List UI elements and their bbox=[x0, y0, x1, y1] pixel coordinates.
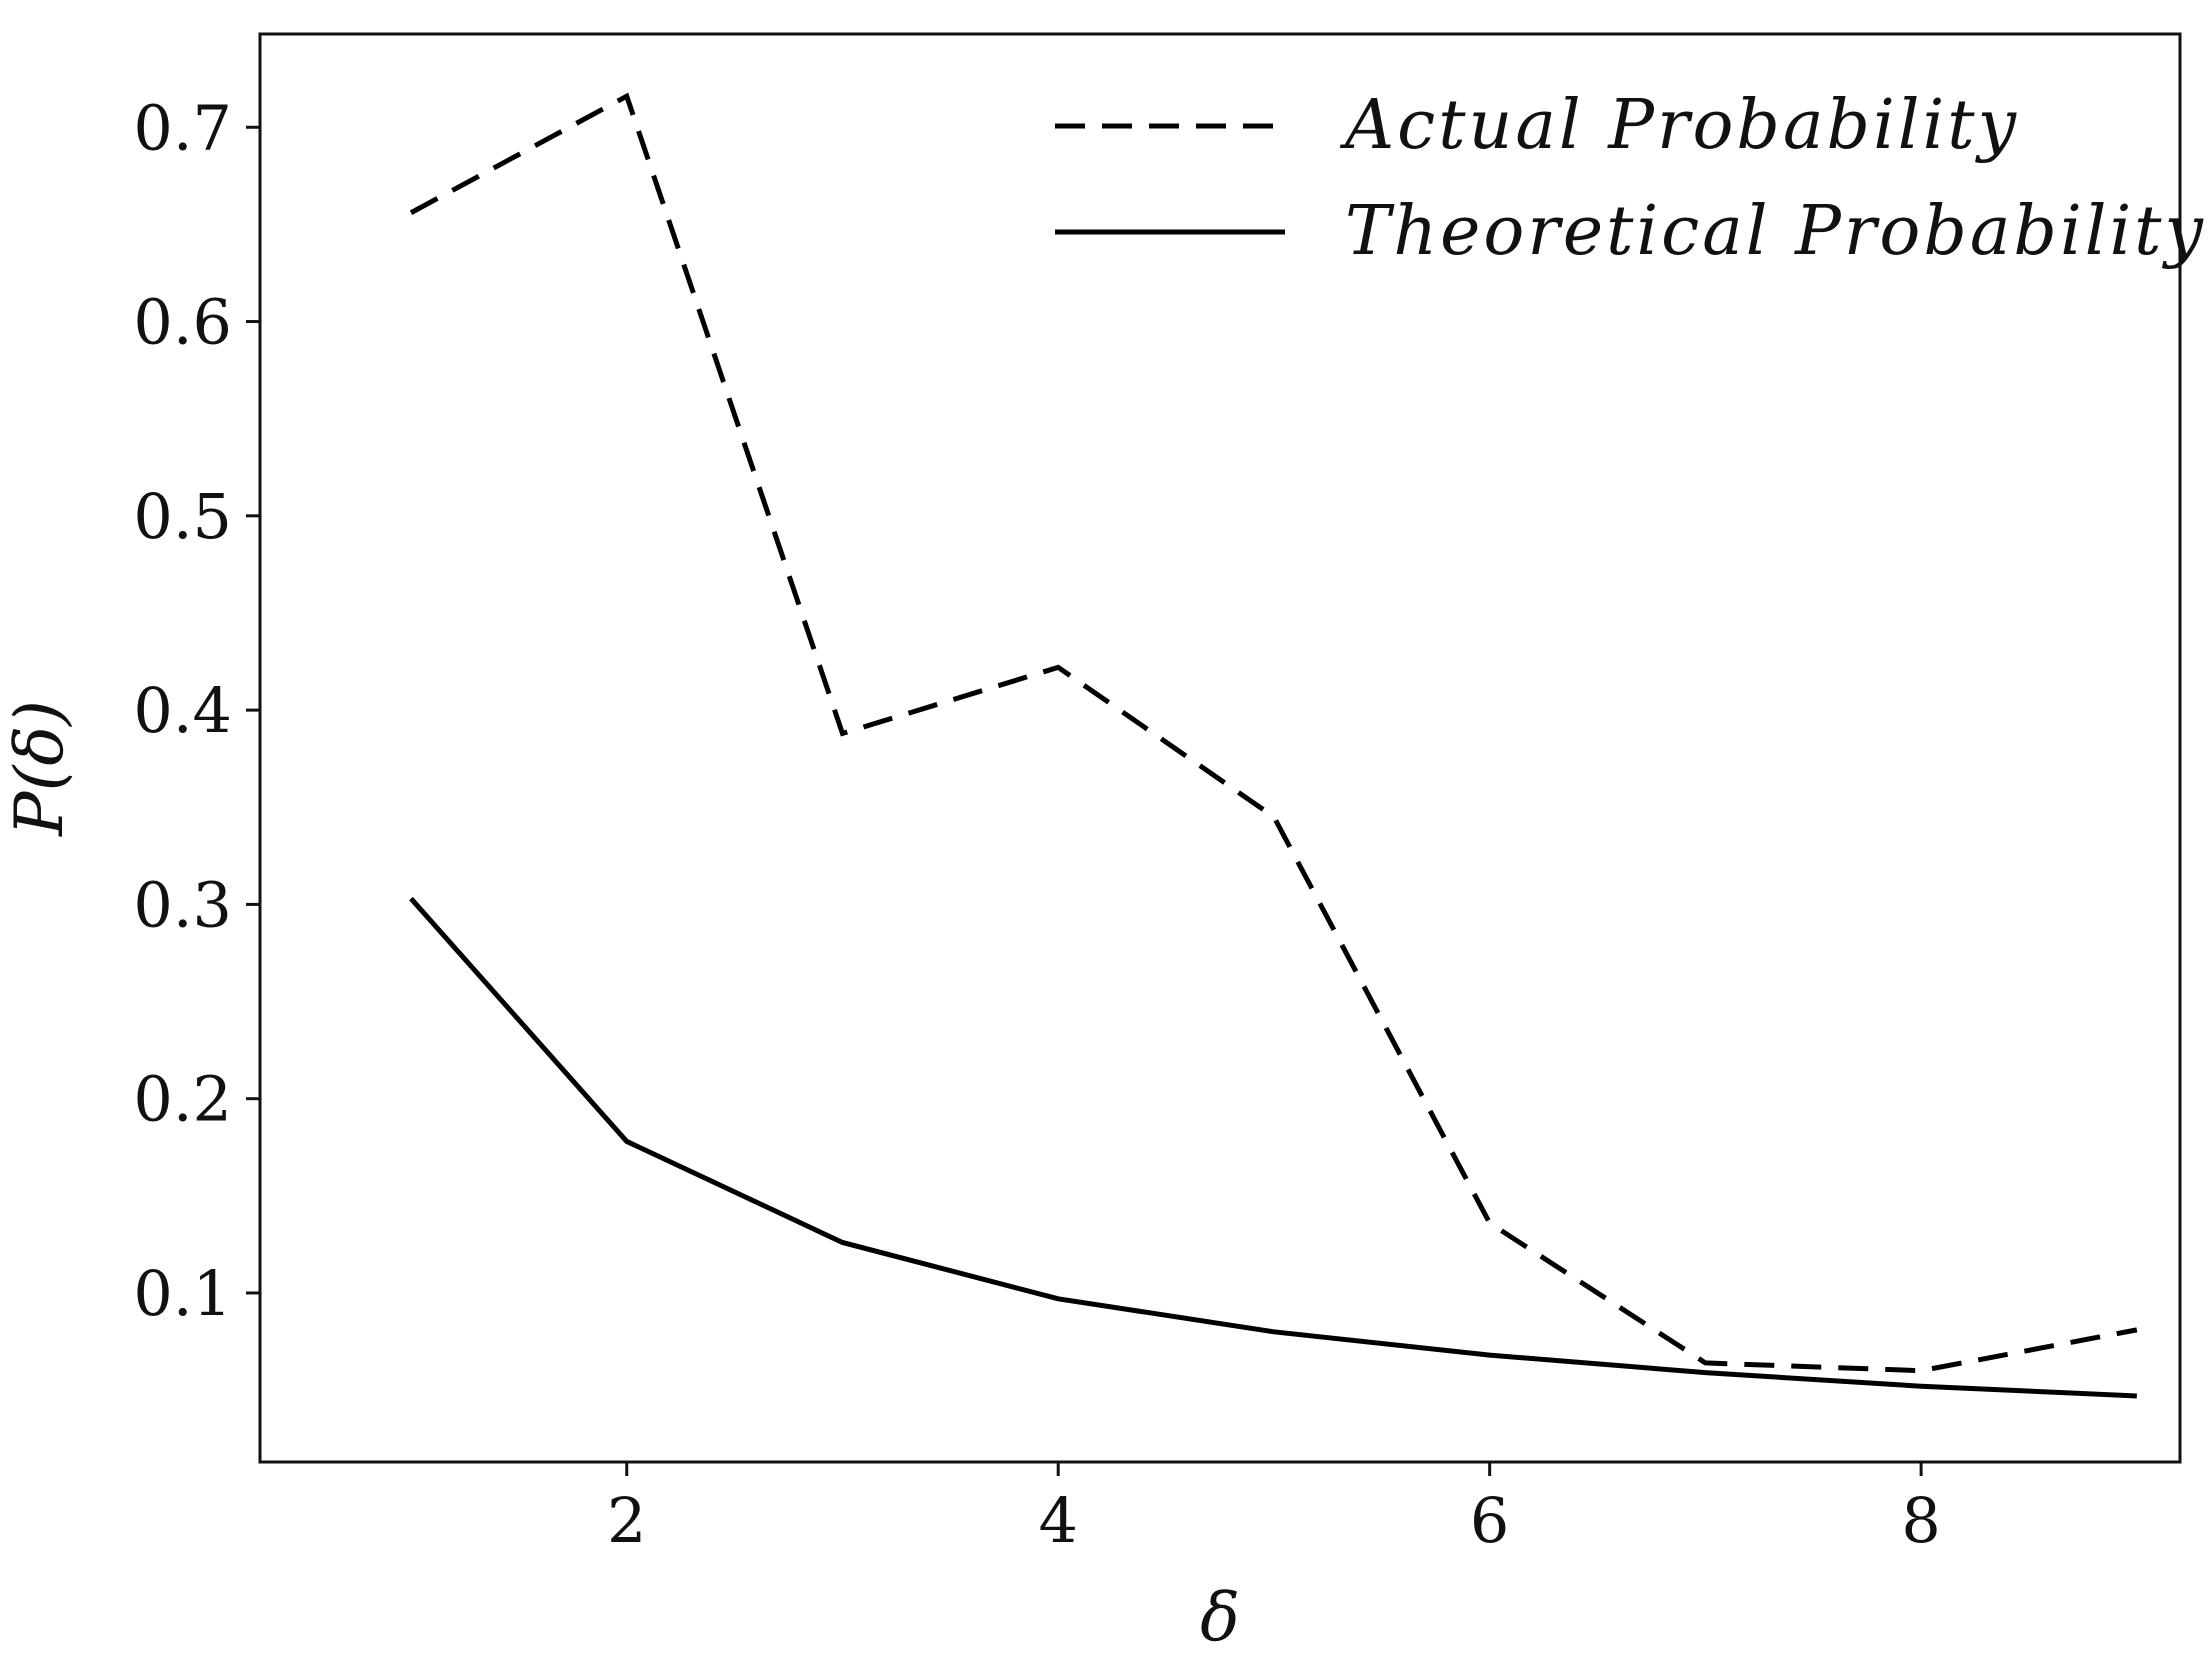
y-axis-label: P(δ) bbox=[1, 700, 78, 837]
y-tick-label: 0.4 bbox=[133, 674, 232, 747]
y-tick-label: 0.7 bbox=[133, 91, 232, 164]
y-tick-label: 0.3 bbox=[133, 868, 232, 941]
x-tick-label: 6 bbox=[1470, 1484, 1509, 1557]
legend: Actual Probability Theoretical Probabilit… bbox=[1055, 86, 2206, 271]
x-axis-label: δ bbox=[1200, 1579, 1240, 1656]
x-axis: 2 4 6 8 bbox=[607, 1462, 1941, 1557]
y-tick-label: 0.1 bbox=[133, 1257, 232, 1330]
x-tick-label: 2 bbox=[607, 1484, 646, 1557]
y-tick-label: 0.6 bbox=[133, 286, 232, 359]
x-tick-label: 4 bbox=[1038, 1484, 1077, 1557]
y-axis: 0.1 0.2 0.3 0.4 0.5 0.6 0.7 bbox=[133, 91, 260, 1330]
y-tick-label: 0.5 bbox=[133, 480, 232, 553]
x-tick-label: 8 bbox=[1901, 1484, 1940, 1557]
legend-label: Theoretical Probability bbox=[1345, 192, 2206, 271]
plot-frame bbox=[258, 32, 2182, 1464]
legend-label: Actual Probability bbox=[1339, 86, 2019, 165]
series-layer bbox=[409, 92, 2138, 1399]
actual-probability-line bbox=[409, 92, 2138, 1374]
y-tick-label: 0.2 bbox=[133, 1063, 232, 1136]
theoretical-probability-line bbox=[409, 896, 2137, 1399]
